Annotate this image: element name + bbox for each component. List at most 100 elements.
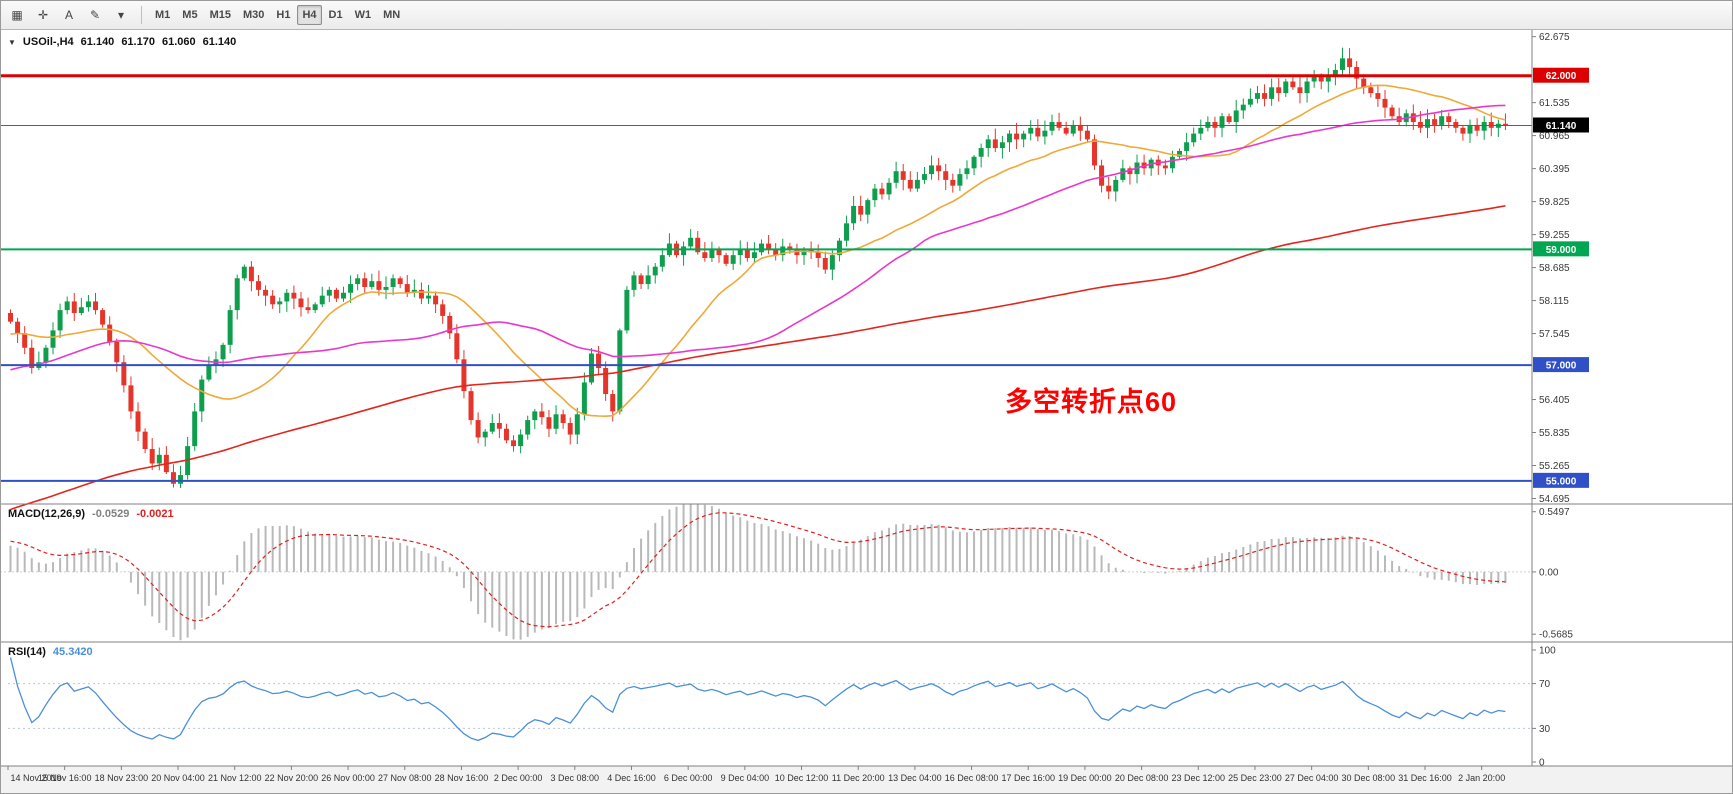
rsi-label: RSI(14) 45.3420 [8, 646, 93, 658]
svg-text:55.265: 55.265 [1539, 461, 1570, 472]
timeframe-button-d1[interactable]: D1 [328, 8, 343, 21]
svg-text:30: 30 [1539, 724, 1551, 735]
svg-text:0: 0 [1539, 758, 1545, 769]
svg-text:55.835: 55.835 [1539, 428, 1570, 439]
svg-text:2 Jan 20:00: 2 Jan 20:00 [1458, 773, 1505, 783]
tools-dropdown-icon[interactable]: ▾ [117, 7, 125, 22]
svg-text:14 Nov 2019: 14 Nov 2019 [10, 773, 61, 783]
timeframe-button-m5[interactable]: M5 [182, 8, 198, 21]
svg-text:4 Dec 16:00: 4 Dec 16:00 [607, 773, 656, 783]
price-tag-62.000 [1533, 67, 1589, 83]
svg-text:18 Nov 23:00: 18 Nov 23:00 [95, 773, 149, 783]
timeframe-button-m15[interactable]: M15 [209, 8, 231, 21]
draw-tool-icon[interactable]: ✎ [89, 7, 101, 22]
svg-text:6 Dec 00:00: 6 Dec 00:00 [664, 773, 713, 783]
collapse-triangle-icon[interactable]: ▼ [8, 37, 16, 47]
svg-text:58.685: 58.685 [1539, 263, 1570, 274]
price-tag-57.000 [1533, 357, 1589, 373]
svg-text:2 Dec 00:00: 2 Dec 00:00 [494, 773, 543, 783]
svg-text:3 Dec 08:00: 3 Dec 08:00 [551, 773, 600, 783]
candlestick-series [8, 47, 1508, 488]
macd-main-value: -0.0529 [92, 508, 130, 520]
current-price-tag [1533, 117, 1589, 133]
svg-text:25 Dec 23:00: 25 Dec 23:00 [1228, 773, 1282, 783]
svg-text:0.00: 0.00 [1539, 567, 1559, 578]
svg-text:28 Nov 16:00: 28 Nov 16:00 [435, 773, 489, 783]
svg-text:16 Dec 08:00: 16 Dec 08:00 [945, 773, 999, 783]
svg-text:-0.5685: -0.5685 [1539, 630, 1573, 641]
tool-group: ▦ ✛ A ✎ ▾ [4, 4, 134, 26]
slow-ma [10, 205, 1506, 511]
macd-signal-line [10, 512, 1506, 628]
text-label-tool[interactable]: A [64, 7, 73, 22]
svg-text:20 Dec 08:00: 20 Dec 08:00 [1115, 773, 1169, 783]
chart-header: ▼ USOil-,H4 61.140 61.170 61.060 61.140 [8, 36, 236, 48]
svg-text:23 Dec 12:00: 23 Dec 12:00 [1172, 773, 1226, 783]
crosshair-icon[interactable]: ✛ [37, 7, 49, 22]
svg-text:59.000: 59.000 [1546, 245, 1577, 256]
svg-text:59.825: 59.825 [1539, 197, 1570, 208]
annotation-text: 多空转折点60 [1005, 387, 1178, 417]
macd-name: MACD(12,26,9) [8, 508, 86, 520]
timeframe-button-mn[interactable]: MN [383, 8, 401, 21]
svg-text:22 Nov 20:00: 22 Nov 20:00 [265, 773, 319, 783]
svg-text:100: 100 [1539, 646, 1556, 657]
svg-text:15 Nov 16:00: 15 Nov 16:00 [38, 773, 92, 783]
timeframe-button-m1[interactable]: M1 [155, 8, 171, 21]
svg-text:59.255: 59.255 [1539, 230, 1570, 241]
svg-text:60.965: 60.965 [1539, 131, 1570, 142]
price-tag-55.000 [1533, 472, 1589, 488]
macd-signal-value: -0.0021 [136, 508, 174, 520]
ohlc-high: 61.170 [121, 36, 155, 48]
fast-ma [10, 84, 1506, 418]
svg-text:27 Nov 08:00: 27 Nov 08:00 [378, 773, 432, 783]
timeframe-button-w1[interactable]: W1 [354, 8, 372, 21]
rsi-panel: 100 70 30 0 [8, 646, 1556, 769]
svg-text:10 Dec 12:00: 10 Dec 12:00 [775, 773, 829, 783]
svg-text:27 Dec 04:00: 27 Dec 04:00 [1285, 773, 1339, 783]
svg-text:19 Dec 00:00: 19 Dec 00:00 [1058, 773, 1112, 783]
svg-text:70: 70 [1539, 679, 1551, 690]
svg-text:26 Nov 00:00: 26 Nov 00:00 [321, 773, 375, 783]
rsi-line [9, 657, 1506, 742]
price-axis: 62.675 61.535 60.965 60.395 59.825 59.255 58.6… [1532, 32, 1589, 505]
moving-averages [10, 84, 1506, 511]
svg-text:61.535: 61.535 [1539, 98, 1570, 109]
price-tag-59.000 [1533, 241, 1589, 257]
rsi-name: RSI(14) [8, 646, 46, 658]
panel-separators [0, 30, 1733, 766]
svg-text:9 Dec 04:00: 9 Dec 04:00 [721, 773, 770, 783]
svg-text:13 Dec 04:00: 13 Dec 04:00 [888, 773, 942, 783]
svg-text:62.675: 62.675 [1539, 32, 1570, 43]
svg-text:20 Nov 04:00: 20 Nov 04:00 [151, 773, 205, 783]
svg-text:31 Dec 16:00: 31 Dec 16:00 [1398, 773, 1452, 783]
svg-text:17 Dec 16:00: 17 Dec 16:00 [1001, 773, 1055, 783]
svg-text:57.000: 57.000 [1546, 361, 1577, 372]
svg-text:55.000: 55.000 [1546, 476, 1577, 487]
symbol-period-label: USOil-,H4 [22, 36, 74, 48]
macd-panel: 0.5497 0.00 -0.5685 [0, 504, 1573, 641]
charts-window-icon[interactable]: ▦ [11, 7, 23, 22]
svg-text:0.5497: 0.5497 [1539, 507, 1570, 518]
timeframe-button-m30[interactable]: M30 [242, 8, 265, 21]
timeframe-group: M1 M5 M15 M30 H1 H4 D1 W1 MN [149, 4, 406, 25]
toolbar: ▦ ✛ A ✎ ▾ M1 M5 M15 M30 H1 H4 D1 W1 MN [0, 0, 1733, 30]
ohlc-open: 61.140 [80, 36, 115, 48]
toolbar-separator [141, 5, 142, 24]
svg-text:60.395: 60.395 [1539, 164, 1570, 175]
ohlc-close: 61.140 [202, 36, 237, 48]
svg-text:11 Dec 20:00: 11 Dec 20:00 [832, 773, 885, 783]
horizontal-lines[interactable] [0, 74, 1532, 482]
svg-text:57.545: 57.545 [1539, 329, 1570, 340]
svg-text:56.405: 56.405 [1539, 395, 1570, 406]
timeframe-button-h1[interactable]: H1 [276, 8, 291, 21]
svg-text:30 Dec 08:00: 30 Dec 08:00 [1342, 773, 1396, 783]
rsi-value: 45.3420 [52, 646, 93, 658]
svg-text:54.695: 54.695 [1539, 494, 1570, 505]
svg-text:62.000: 62.000 [1546, 71, 1577, 82]
timeframe-button-h4[interactable]: H4 [297, 4, 322, 25]
svg-text:61.140: 61.140 [1546, 121, 1577, 132]
svg-text:58.115: 58.115 [1539, 296, 1569, 307]
